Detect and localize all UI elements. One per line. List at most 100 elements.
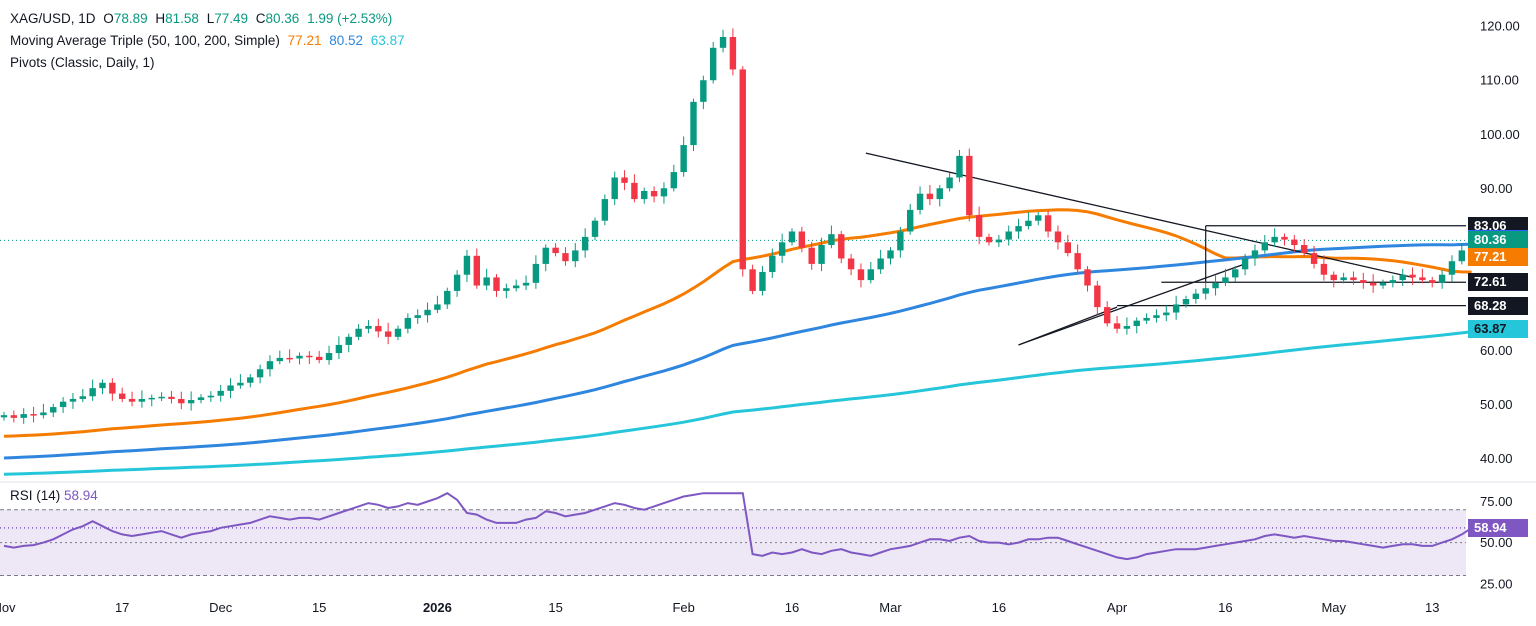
candle: [1458, 243, 1465, 265]
candle-body: [1330, 274, 1337, 281]
candle: [473, 248, 480, 289]
candle: [887, 247, 894, 265]
candle: [916, 186, 924, 215]
candle: [690, 98, 697, 151]
candle-body: [1104, 307, 1111, 324]
candle: [611, 171, 618, 206]
candle-body: [434, 304, 441, 310]
candle: [10, 410, 18, 423]
change-value: 1.99 (+2.53%): [307, 11, 393, 26]
candle: [1074, 244, 1081, 274]
candle-body: [1271, 236, 1278, 243]
candle-body: [266, 361, 274, 370]
candle: [79, 388, 86, 403]
candle-body: [1094, 285, 1101, 308]
candle: [581, 228, 589, 258]
candle-body: [808, 247, 815, 264]
candle-body: [325, 353, 333, 361]
candle-body: [296, 355, 303, 359]
high-label: H: [155, 11, 166, 26]
candle: [552, 243, 559, 257]
candle-body: [404, 317, 412, 329]
lower-trend-line-2: [1018, 306, 1118, 346]
open-value: 78.89: [113, 11, 148, 26]
candle: [670, 164, 677, 192]
candle: [1025, 212, 1032, 230]
candle-body: [749, 269, 756, 291]
ma200-line: [3, 330, 1472, 476]
axes: 120.00 110.00 100.00 90.00 60.00 50.00 40.00 75…: [0, 19, 1520, 615]
candle-body: [365, 326, 372, 329]
candle: [513, 279, 520, 292]
candle-body: [444, 290, 451, 305]
candle: [237, 374, 244, 389]
time-tick-label: 15: [548, 600, 562, 615]
ma100-line: [3, 242, 1472, 460]
candle: [483, 268, 490, 291]
candle-body: [79, 396, 86, 399]
candle-body: [631, 182, 638, 200]
candle: [1419, 268, 1426, 284]
candle-body: [591, 220, 599, 237]
price-tick-label: 120.00: [1480, 19, 1520, 34]
rsi-legend: RSI (14) 58.94: [10, 488, 98, 503]
candle: [434, 295, 441, 314]
candle-body: [1123, 326, 1131, 329]
rsi-label: RSI (14): [10, 488, 61, 503]
candle: [1360, 272, 1367, 289]
candle: [119, 387, 126, 403]
candle-body: [1192, 293, 1200, 300]
candle: [158, 392, 165, 402]
candle-body: [581, 236, 589, 251]
candle: [818, 237, 825, 272]
candle: [660, 182, 668, 204]
candle: [335, 336, 343, 359]
candle: [907, 203, 914, 235]
ma100-value: 80.52: [329, 33, 364, 48]
candle: [847, 253, 855, 276]
candle: [1251, 244, 1259, 266]
candle-body: [99, 382, 106, 389]
candle: [769, 248, 776, 278]
candle-body: [1202, 288, 1209, 294]
time-tick-label: 16: [992, 600, 1006, 615]
candle-body: [256, 369, 264, 378]
candle-body: [1419, 277, 1426, 281]
open-label: O: [103, 11, 114, 26]
price-tick-label: 110.00: [1480, 73, 1519, 88]
candle: [1261, 235, 1268, 254]
candle-body: [1212, 282, 1219, 289]
candle: [788, 228, 796, 246]
candle: [926, 185, 934, 206]
price-tag: 80.36: [1468, 231, 1528, 250]
candle-body: [798, 231, 806, 248]
candle-body: [1429, 280, 1436, 283]
candle-body: [1291, 239, 1298, 245]
candle-body: [50, 407, 57, 413]
candle-body: [1163, 312, 1170, 316]
candle-body: [719, 37, 727, 48]
candle-body: [759, 272, 766, 291]
candle: [1094, 280, 1101, 315]
candle: [227, 378, 234, 399]
candle: [798, 226, 806, 253]
candle-body: [956, 155, 963, 178]
candle: [985, 233, 993, 246]
candle-body: [109, 382, 116, 394]
candle-body: [680, 145, 687, 173]
candle: [966, 148, 973, 222]
candle-body: [69, 398, 77, 402]
candle: [384, 322, 392, 345]
close-value: 80.36: [265, 11, 300, 26]
candle: [30, 406, 37, 423]
candle-body: [178, 398, 185, 404]
candle: [1369, 274, 1377, 293]
candle: [276, 350, 283, 365]
candle-body: [867, 269, 874, 281]
time-tick-label: Nov: [0, 600, 16, 615]
candle-body: [641, 190, 648, 200]
time-tick-label: Feb: [672, 600, 694, 615]
candle: [503, 283, 510, 299]
